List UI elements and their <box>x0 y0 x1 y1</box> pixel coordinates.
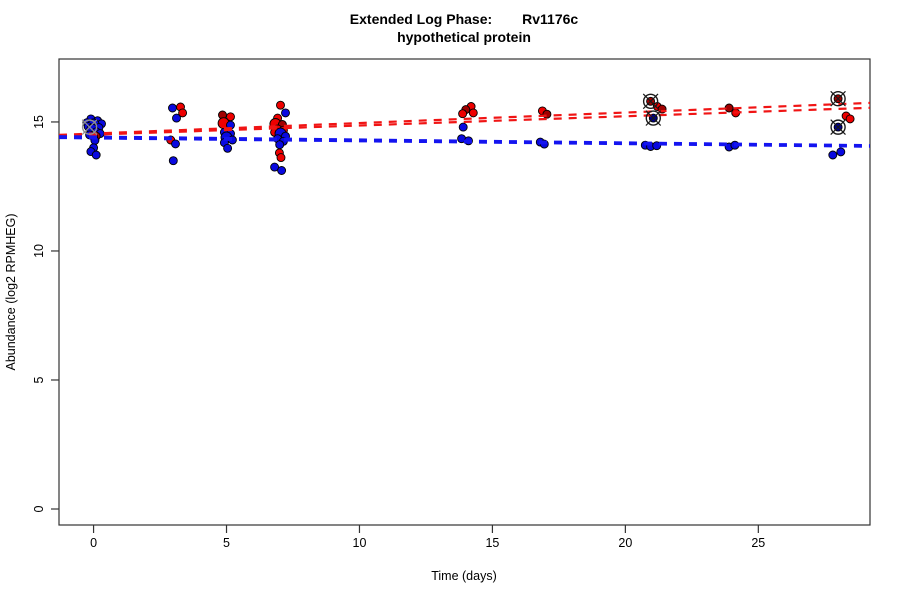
trend-lines-layer <box>58 101 871 148</box>
circled-point-marker <box>642 93 659 110</box>
data-point <box>828 150 838 160</box>
data-point <box>276 100 285 110</box>
data-point <box>468 108 478 118</box>
trend-line-red-fit-2 <box>58 106 871 137</box>
x-tick-label: 5 <box>223 536 230 550</box>
y-tick-label: 15 <box>32 115 46 129</box>
x-tick-label: 0 <box>90 536 97 550</box>
x-axis-title: Time (days) <box>431 569 497 583</box>
data-point <box>542 109 552 119</box>
data-point <box>845 114 855 124</box>
data-point <box>178 108 188 118</box>
x-tick-label: 15 <box>485 536 499 550</box>
data-point <box>223 143 233 153</box>
gray-circle-marker <box>81 119 98 135</box>
chart-subtitle: hypothetical protein <box>397 29 531 45</box>
data-points-layer <box>82 94 855 175</box>
axes-layer: 0 5 10 15 20 25 0 5 10 15 <box>32 115 765 550</box>
marked-points-layer <box>81 90 846 135</box>
plot-border <box>58 58 871 526</box>
chart-title-prefix: Extended Log Phase: <box>350 11 492 27</box>
marker-ring <box>642 93 659 110</box>
data-point <box>458 122 468 132</box>
y-tick-label: 10 <box>32 244 46 258</box>
circled-point-marker <box>830 119 846 135</box>
marker-ring <box>830 119 846 135</box>
data-point <box>168 156 178 166</box>
data-point <box>276 153 286 163</box>
y-tick-label: 0 <box>32 505 46 512</box>
circled-point-marker <box>830 90 846 107</box>
x-tick-label: 10 <box>353 536 367 550</box>
data-point <box>836 147 846 157</box>
data-point <box>91 150 101 160</box>
trend-line-blue-fit-1 <box>58 135 871 147</box>
x-tick-label: 25 <box>751 536 765 550</box>
chart-title-gene: Rv1176c <box>522 11 578 27</box>
chart-title: Extended Log Phase: Rv1176c <box>350 11 579 27</box>
data-point <box>458 109 468 119</box>
marker-ring <box>830 91 846 107</box>
marker-ring <box>81 119 98 135</box>
data-point <box>275 140 285 150</box>
marker-ring <box>645 110 661 126</box>
data-point <box>168 103 177 113</box>
x-tick-label: 20 <box>618 536 632 550</box>
trend-line-blue-fit-2 <box>58 136 871 148</box>
data-point <box>171 139 180 149</box>
y-tick-label: 5 <box>32 376 46 383</box>
data-point <box>281 108 290 118</box>
data-point <box>270 162 280 172</box>
trend-line-red-fit-1 <box>58 101 871 136</box>
y-axis-title: Abundance (log2 RPMHEG) <box>4 213 18 370</box>
data-point <box>277 166 287 175</box>
data-point <box>652 141 662 151</box>
circled-point-marker <box>645 110 662 126</box>
data-point <box>172 113 181 123</box>
